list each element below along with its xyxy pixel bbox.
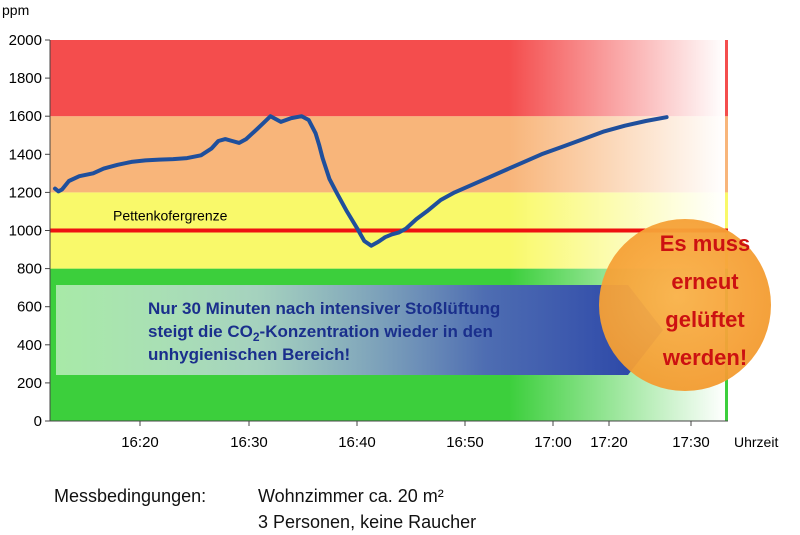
callout-line-3: gelüftet: [665, 307, 745, 332]
callout-line-2: erneut: [671, 269, 739, 294]
annotation-subscript: 2: [253, 330, 260, 344]
y-tick-label: 1800: [9, 70, 42, 87]
x-tick-label: 17:30: [672, 434, 710, 451]
annotation-text: Nur 30 Minuten nach intensiver Stoßlüftu…: [148, 299, 505, 364]
callout-circle: [599, 219, 771, 391]
y-tick-label: 800: [17, 261, 42, 278]
x-tick-label: 17:20: [590, 434, 628, 451]
co2-chart: Nur 30 Minuten nach intensiver Stoßlüftu…: [2, 2, 778, 451]
threshold-label: Pettenkofergrenze: [113, 208, 228, 224]
y-tick-label: 200: [17, 375, 42, 392]
y-tick-label: 400: [17, 337, 42, 354]
y-ticks: 0 200 400 600 800 1000 1200 1400 1600 1800 2000: [9, 32, 50, 430]
x-tick-label: 16:40: [338, 434, 376, 451]
y-tick-label: 1000: [9, 223, 42, 240]
x-unit-label: Uhrzeit: [734, 434, 778, 450]
callout-line-1: Es muss: [660, 231, 751, 256]
y-tick-label: 1400: [9, 146, 42, 163]
footer-label: Messbedingungen:: [54, 486, 207, 506]
x-tick-label: 16:30: [230, 434, 268, 451]
x-ticks: 16:20 16:30 16:40 16:50 17:00 17:20 17:30: [121, 421, 710, 451]
annotation-box: Nur 30 Minuten nach intensiver Stoßlüftu…: [56, 285, 663, 375]
y-tick-label: 1200: [9, 184, 42, 201]
footer-line-1: Wohnzimmer ca. 20 m²: [258, 486, 444, 506]
annotation-line-2a: steigt die CO: [148, 322, 253, 341]
callout: Es muss erneut gelüftet werden!: [599, 219, 771, 391]
y-unit-label: ppm: [2, 2, 29, 18]
series-line: [53, 114, 669, 248]
callout-line-4: werden!: [662, 345, 747, 370]
annotation-line-3: unhygienischen Bereich!: [148, 345, 350, 364]
y-tick-label: 1600: [9, 108, 42, 125]
footer-line-2: 3 Personen, keine Raucher: [258, 512, 477, 532]
x-tick-label: 17:00: [534, 434, 572, 451]
y-tick-label: 600: [17, 299, 42, 316]
y-tick-label: 0: [34, 413, 42, 430]
x-tick-label: 16:20: [121, 434, 159, 451]
x-tick-label: 16:50: [446, 434, 484, 451]
y-tick-label: 2000: [9, 32, 42, 49]
annotation-line-1: Nur 30 Minuten nach intensiver Stoßlüftu…: [148, 299, 500, 318]
annotation-box-bg: [56, 285, 628, 375]
annotation-line-2b: -Konzentration wieder in den: [260, 322, 493, 341]
